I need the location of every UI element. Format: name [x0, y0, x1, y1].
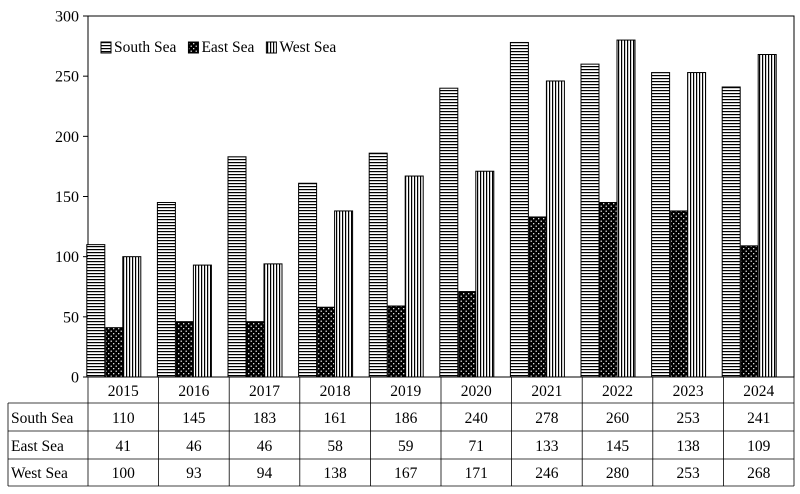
table-row-label: South Sea	[11, 410, 74, 427]
table-cell-value: 253	[676, 410, 700, 427]
bar-east-sea-2021	[528, 216, 548, 378]
table-cell-value: 161	[323, 410, 346, 427]
legend-label-east-sea: East Sea	[201, 39, 254, 56]
bar-west-sea-2023	[687, 72, 707, 378]
table-cell-value: 145	[182, 410, 206, 427]
x-tick-label: 2015	[108, 383, 139, 400]
table-cell-value: 186	[394, 410, 418, 427]
y-tick-label: 100	[55, 249, 79, 266]
table-cell-value: 241	[747, 410, 770, 427]
bar-east-sea-2016	[175, 321, 195, 378]
table-cell-value: 138	[676, 438, 700, 455]
bar-south-sea-2024	[721, 86, 741, 378]
table-cell-value: 46	[257, 438, 273, 455]
x-tick-label: 2021	[531, 383, 562, 400]
bar-south-sea-2017	[227, 156, 247, 378]
table-cell-value: 171	[465, 465, 488, 482]
table-cell-value: 93	[186, 465, 202, 482]
table-cell-value: 138	[323, 465, 347, 482]
bar-east-sea-2018	[317, 306, 337, 378]
legend-label-south-sea: South Sea	[114, 39, 177, 56]
bar-south-sea-2023	[651, 72, 671, 378]
y-tick-label: 300	[55, 9, 79, 26]
table-cell-value: 280	[606, 465, 630, 482]
table-cell-value: 268	[747, 465, 771, 482]
bar-south-sea-2019	[368, 152, 388, 378]
y-tick-label: 250	[55, 69, 79, 86]
x-tick-label: 2018	[320, 383, 351, 400]
bar-west-sea-2019	[404, 175, 424, 378]
y-tick-label: 0	[71, 370, 79, 387]
table-cell-value: 46	[186, 438, 202, 455]
bar-south-sea-2022	[580, 63, 600, 378]
bar-west-sea-2018	[334, 210, 354, 378]
bar-south-sea-2018	[298, 182, 318, 378]
table-row-label: East Sea	[11, 438, 64, 455]
y-tick-label: 200	[55, 129, 79, 146]
bar-east-sea-2019	[387, 305, 407, 378]
table-row-label: West Sea	[11, 465, 68, 482]
x-tick-label: 2023	[673, 383, 704, 400]
bar-east-sea-2023	[670, 210, 690, 378]
table-cell-value: 240	[465, 410, 489, 427]
table-cell-value: 71	[469, 438, 485, 455]
bar-east-sea-2024	[740, 245, 760, 378]
bar-east-sea-2017	[246, 321, 266, 378]
table-cell-value: 133	[535, 438, 559, 455]
table-cell-value: 167	[394, 465, 418, 482]
x-tick-label: 2019	[390, 383, 421, 400]
table-cell-value: 145	[606, 438, 630, 455]
table-cell-value: 59	[398, 438, 414, 455]
y-tick-label: 50	[63, 309, 79, 326]
legend: South Sea East Sea West Sea	[100, 39, 336, 56]
table-cell-value: 109	[747, 438, 771, 455]
x-tick-label: 2016	[178, 383, 209, 400]
table-cell-value: 41	[116, 438, 132, 455]
legend-swatch-south-sea	[100, 41, 112, 54]
table-cell-value: 246	[535, 465, 559, 482]
y-axis: 0 50 100 150 200 250 300	[55, 9, 88, 387]
data-table: 2015 2016 2017 2018 2019 2020 2021 2022 2023 2024…	[7, 377, 795, 487]
x-tick-label: 2020	[461, 383, 492, 400]
table-cell-value: 253	[676, 465, 700, 482]
x-tick-label: 2024	[743, 383, 774, 400]
bar-west-sea-2015	[122, 256, 142, 378]
bar-south-sea-2020	[439, 87, 459, 378]
table-cell-value: 58	[327, 438, 343, 455]
bar-west-sea-2016	[192, 264, 212, 378]
bar-south-sea-2015	[86, 244, 106, 378]
table-cell-value: 100	[112, 465, 136, 482]
y-tick-label: 150	[55, 189, 79, 206]
table-cell-value: 110	[112, 410, 135, 427]
x-tick-label: 2022	[602, 383, 633, 400]
bar-west-sea-2022	[616, 39, 636, 378]
bar-east-sea-2022	[599, 202, 619, 378]
legend-swatch-east-sea	[187, 41, 199, 54]
bar-south-sea-2021	[509, 41, 529, 378]
bar-south-sea-2016	[156, 202, 176, 378]
legend-swatch-west-sea	[265, 41, 277, 54]
bar-west-sea-2017	[263, 263, 283, 378]
table-cell-value: 94	[257, 465, 273, 482]
bar-west-sea-2020	[475, 170, 495, 378]
table-cell-value: 183	[253, 410, 277, 427]
bar-east-sea-2015	[105, 327, 125, 378]
x-tick-label: 2017	[249, 383, 280, 400]
legend-label-west-sea: West Sea	[279, 39, 336, 56]
table-cell-value: 260	[606, 410, 630, 427]
bar-west-sea-2024	[757, 54, 777, 378]
table-cell-value: 278	[535, 410, 559, 427]
bars-group	[86, 39, 777, 378]
bar-east-sea-2020	[458, 291, 478, 378]
bar-west-sea-2021	[545, 80, 565, 378]
